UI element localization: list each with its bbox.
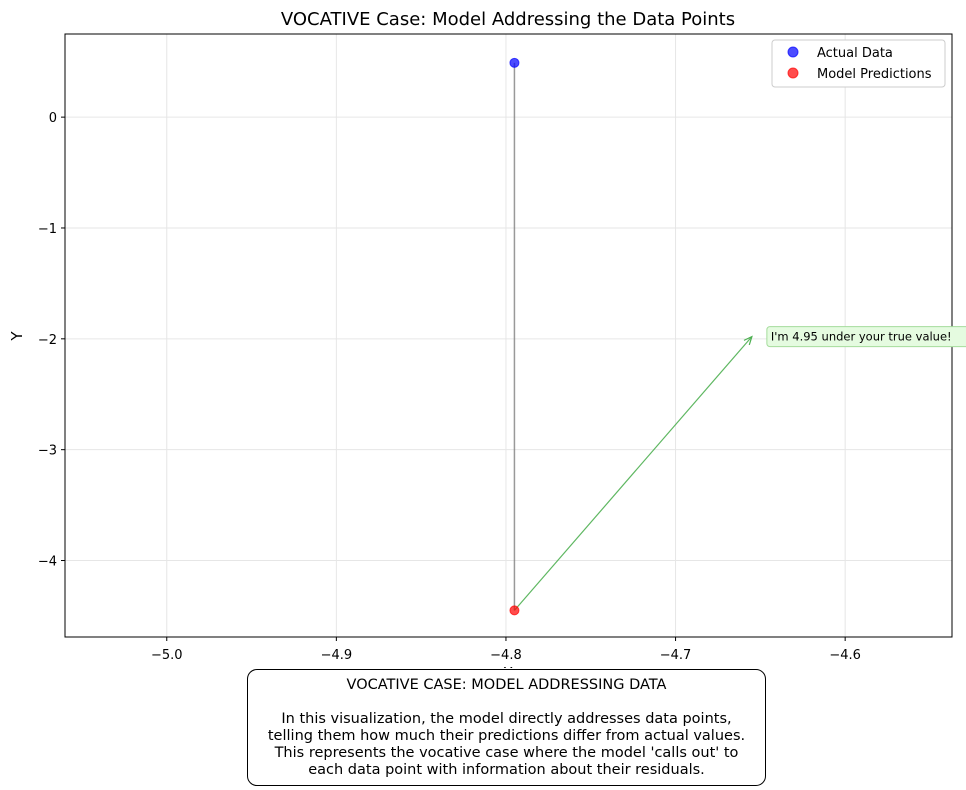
- annotation-arrowhead: [743, 335, 753, 346]
- x-axis-label: X: [503, 664, 513, 668]
- y-tick-label: −2: [38, 333, 57, 348]
- legend-frame: [771, 39, 946, 88]
- caption-heading: VOCATIVE CASE: MODEL ADDRESSING DATA: [346, 677, 667, 693]
- y-tick-label: −3: [38, 444, 57, 459]
- y-tick-label: −1: [38, 222, 57, 237]
- x-tick-label: −5.0: [151, 648, 183, 663]
- y-tick-label: −4: [38, 555, 57, 570]
- x-tick-label: −4.6: [829, 648, 861, 663]
- x-axis: −5.0 −4.9 −4.8 −4.7 −4.6: [151, 637, 861, 663]
- legend-marker-predictions: [787, 67, 799, 79]
- y-axis-label: Y: [8, 331, 26, 342]
- y-tick-label: 0: [49, 111, 57, 126]
- legend-marker-actual: [787, 46, 799, 58]
- annotation-box: [766, 326, 966, 348]
- data-point: [509, 57, 520, 68]
- annotation-arrow: [513, 336, 753, 611]
- x-tick-label: −4.9: [321, 648, 353, 663]
- legend-label-actual: Actual Data: [817, 46, 893, 61]
- caption-line-3: This represents the vocative case where …: [274, 745, 739, 761]
- legend-label-predictions: Model Predictions: [817, 67, 932, 82]
- annotation-text: I'm 4.95 under your true value!: [771, 330, 952, 344]
- x-tick-label: −4.7: [660, 648, 692, 663]
- data-point: [509, 605, 520, 616]
- caption-line-1: In this visualization, the model directl…: [281, 711, 732, 727]
- data-layer: I'm 4.95 under your true value!: [509, 57, 966, 616]
- chart-title: VOCATIVE Case: Model Addressing the Data…: [281, 9, 735, 30]
- caption-line-4: each data point with information about t…: [308, 762, 705, 778]
- legend: Actual Data Model Predictions: [771, 39, 946, 88]
- caption-box: VOCATIVE CASE: MODEL ADDRESSING DATA In …: [247, 669, 766, 786]
- caption-line-2: telling them how much their predictions …: [267, 728, 746, 744]
- caption-gap: [248, 694, 765, 711]
- x-tick-label: −4.8: [490, 648, 522, 663]
- residual-chart: VOCATIVE Case: Model Addressing the Data…: [8, 9, 966, 668]
- y-axis: 0 −1 −2 −3 −4: [38, 111, 65, 570]
